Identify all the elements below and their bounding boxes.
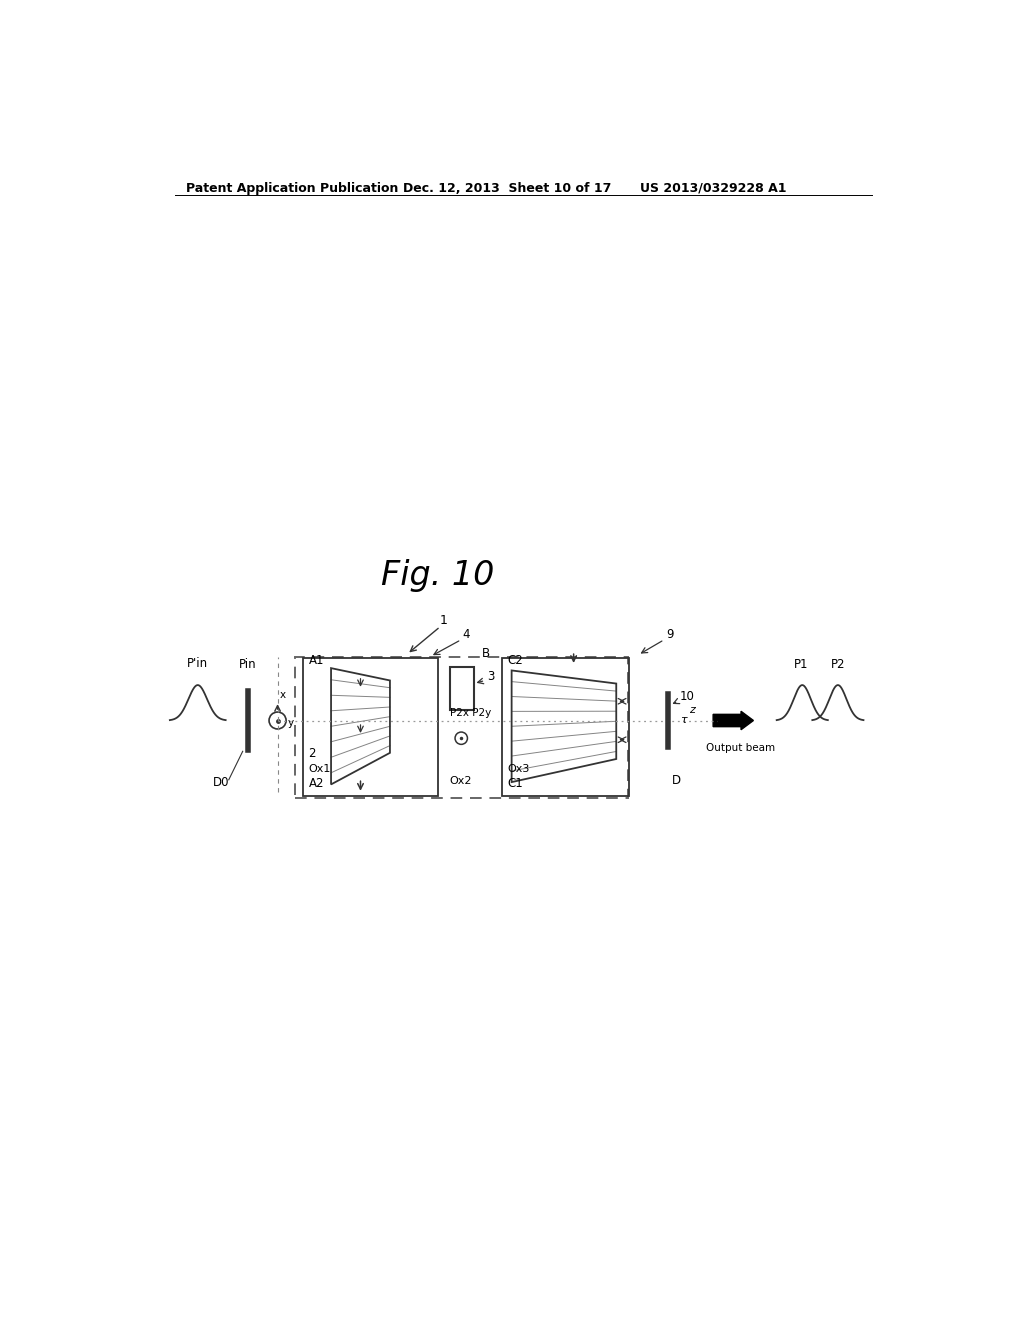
Text: 3: 3 xyxy=(486,669,495,682)
Text: x: x xyxy=(280,690,286,700)
Text: US 2013/0329228 A1: US 2013/0329228 A1 xyxy=(640,182,786,194)
Text: $z$: $z$ xyxy=(689,705,697,715)
Text: A2: A2 xyxy=(308,777,324,791)
Text: P1: P1 xyxy=(794,659,808,671)
Text: 10: 10 xyxy=(680,690,694,702)
Text: $\tau$: $\tau$ xyxy=(680,715,688,725)
Text: Output beam: Output beam xyxy=(706,743,775,754)
Text: y: y xyxy=(288,718,294,727)
Bar xyxy=(450,668,474,710)
Text: Ox2: Ox2 xyxy=(450,776,472,787)
Bar xyxy=(303,659,438,796)
Text: D: D xyxy=(672,775,681,788)
FancyArrow shape xyxy=(713,711,754,730)
Text: Patent Application Publication: Patent Application Publication xyxy=(186,182,398,194)
Text: B: B xyxy=(481,647,489,660)
Text: C1: C1 xyxy=(508,777,523,791)
Text: C2: C2 xyxy=(508,655,523,668)
Text: Fig. 10: Fig. 10 xyxy=(381,558,495,591)
Text: A1: A1 xyxy=(308,655,324,668)
Bar xyxy=(295,656,628,797)
Text: Pin: Pin xyxy=(240,659,257,671)
Text: Ox3: Ox3 xyxy=(508,764,530,774)
Text: 1: 1 xyxy=(439,614,447,627)
Text: 2: 2 xyxy=(308,747,316,760)
Text: P2: P2 xyxy=(830,659,845,671)
Bar xyxy=(503,659,630,796)
Text: P'in: P'in xyxy=(187,656,208,669)
Text: Dec. 12, 2013  Sheet 10 of 17: Dec. 12, 2013 Sheet 10 of 17 xyxy=(403,182,611,194)
Text: Ox1: Ox1 xyxy=(308,764,331,774)
Text: 9: 9 xyxy=(667,628,674,642)
Text: D0: D0 xyxy=(213,776,229,789)
Text: P2x P2y: P2x P2y xyxy=(450,708,490,718)
Text: 4: 4 xyxy=(463,628,470,642)
